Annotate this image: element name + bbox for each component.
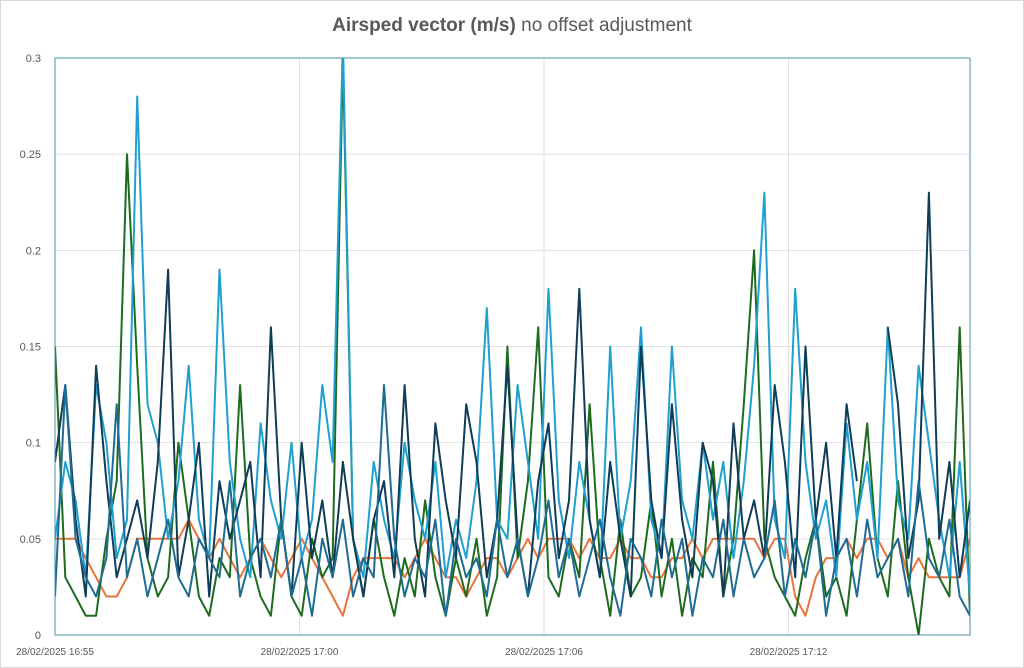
x-tick-label: 28/02/2025 17:06 <box>505 647 583 658</box>
x-tick-label: 28/02/2025 17:12 <box>750 647 828 658</box>
plot-border <box>54 57 971 636</box>
y-tick-label: 0.2 <box>26 245 41 257</box>
series-line-5 <box>55 384 970 617</box>
y-axis: 0 0.05 0.1 0.15 0.2 0.25 0.3 <box>20 53 41 642</box>
series-line-4 <box>886 191 970 579</box>
chart-title-rest: no offset adjustment <box>515 15 692 36</box>
x-tick-label: 28/02/2025 17:00 <box>261 647 339 658</box>
series-line-1 <box>55 518 970 617</box>
y-tick-label: 0.3 <box>26 53 41 65</box>
y-tick-label: 0.15 <box>20 342 41 354</box>
y-tick-label: 0 <box>35 630 41 642</box>
y-tick-label: 0.25 <box>20 149 41 161</box>
x-tick-label: 28/02/2025 16:55 <box>16 647 94 658</box>
x-axis: 28/02/2025 16:55 28/02/2025 17:00 28/02/20… <box>16 647 828 658</box>
y-tick-label: 0.05 <box>20 534 41 546</box>
chart-title-bold: Airsped vector (m/s) <box>332 15 516 36</box>
series-lines <box>55 58 970 635</box>
y-tick-label: 0.1 <box>26 438 41 450</box>
chart-title: Airsped vector (m/s) no offset adjustmen… <box>0 15 1024 37</box>
series-line-4 <box>55 268 858 598</box>
